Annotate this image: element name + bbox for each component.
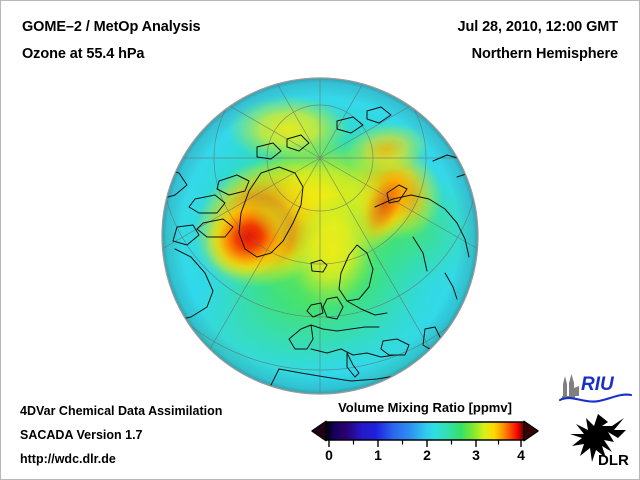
colorbar-tick-3: 3 <box>472 447 480 463</box>
colorbar-tick-0: 0 <box>325 447 333 463</box>
colorbar-major-ticks <box>328 440 522 447</box>
colorbar-minor-ticks <box>352 440 500 445</box>
colorbar-title: Volume Mixing Ratio [ppmv] <box>338 400 512 415</box>
coastlines <box>162 106 478 394</box>
region-label: Northern Hemisphere <box>471 46 618 62</box>
colorbar: Volume Mixing Ratio [ppmv] <box>307 400 543 474</box>
colorbar-tick-1: 1 <box>374 447 382 463</box>
method-label: 4DVar Chemical Data Assimilation <box>20 404 223 418</box>
wave-icon <box>558 393 633 403</box>
version-label: SACADA Version 1.7 <box>20 428 143 442</box>
colorbar-tick-4: 4 <box>517 447 525 463</box>
colorbar-tick-labels: 0 1 2 3 4 <box>307 447 543 469</box>
globe-map <box>161 77 479 395</box>
cathedral-icon <box>562 374 579 398</box>
timestamp-label: Jul 28, 2010, 12:00 GMT <box>457 19 618 35</box>
colorbar-tick-2: 2 <box>423 447 431 463</box>
page-title: GOME–2 / MetOp Analysis <box>22 19 201 35</box>
page-subtitle: Ozone at 55.4 hPa <box>22 46 145 62</box>
colorbar-gradient <box>311 420 539 447</box>
dlr-logo: DLR <box>570 414 629 468</box>
riu-wordmark: RIU <box>581 374 615 395</box>
riu-logo: RIU <box>558 374 633 403</box>
source-url[interactable]: http://wdc.dlr.de <box>20 452 116 466</box>
dlr-wordmark: DLR <box>598 452 629 468</box>
globe-outline <box>161 77 479 395</box>
globe-svg <box>161 77 479 395</box>
dlr-mark-icon <box>570 414 626 462</box>
